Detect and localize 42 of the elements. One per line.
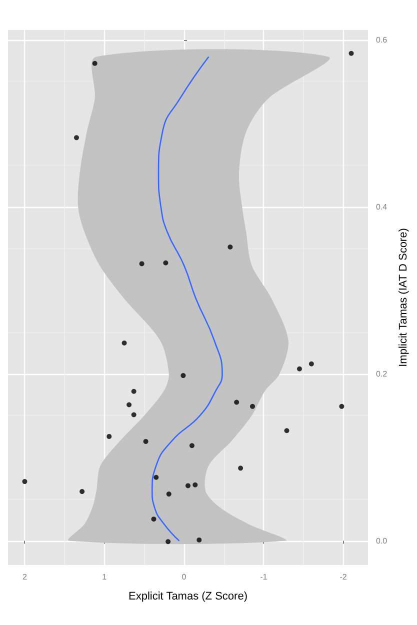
point	[106, 434, 112, 439]
y-tick-label: 0.6	[376, 36, 388, 45]
point	[126, 402, 132, 408]
point	[189, 443, 194, 448]
point	[228, 244, 233, 250]
x-tick-label: 0	[182, 572, 187, 582]
y-tick-label: 0.0	[376, 536, 388, 546]
line-series	[152, 56, 223, 542]
point	[196, 537, 202, 542]
point	[92, 60, 98, 66]
point	[143, 438, 148, 444]
point	[122, 340, 127, 346]
point	[308, 361, 314, 366]
point	[166, 539, 171, 544]
x-axis-title: Explicit Tamas (Z Score)	[128, 590, 248, 602]
point	[234, 400, 240, 405]
point	[154, 474, 159, 480]
y-axis-title: Implicit Tamas (IAT D Score)	[398, 228, 410, 367]
point	[348, 50, 354, 56]
point	[139, 261, 144, 266]
point	[180, 373, 186, 378]
point	[131, 388, 136, 394]
point	[80, 489, 85, 494]
y-tick-label: 0.4	[376, 202, 388, 212]
x-tick-label: 2	[22, 572, 28, 582]
point	[166, 492, 172, 497]
point	[163, 260, 168, 266]
y-tick-label: 0.2	[376, 369, 388, 378]
point	[284, 428, 290, 434]
point	[238, 466, 244, 471]
point	[250, 404, 255, 409]
point	[296, 366, 302, 372]
point	[74, 135, 79, 140]
x-tick-label: -2	[340, 572, 348, 582]
point	[339, 404, 344, 409]
point	[192, 482, 198, 488]
x-tick-label: 1	[102, 572, 108, 582]
point	[151, 516, 156, 522]
point	[131, 412, 136, 418]
x-tick-label: -1	[260, 572, 268, 582]
point	[185, 483, 190, 488]
point	[22, 479, 28, 484]
